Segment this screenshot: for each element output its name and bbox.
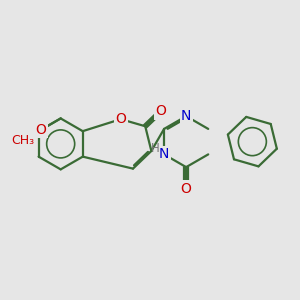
- Text: N: N: [159, 147, 169, 161]
- Text: N: N: [181, 109, 191, 123]
- Text: O: O: [115, 112, 126, 126]
- Text: CH₃: CH₃: [12, 134, 35, 147]
- Text: O: O: [181, 182, 192, 196]
- Text: O: O: [35, 123, 46, 137]
- Text: O: O: [155, 104, 166, 118]
- Text: H: H: [151, 142, 160, 154]
